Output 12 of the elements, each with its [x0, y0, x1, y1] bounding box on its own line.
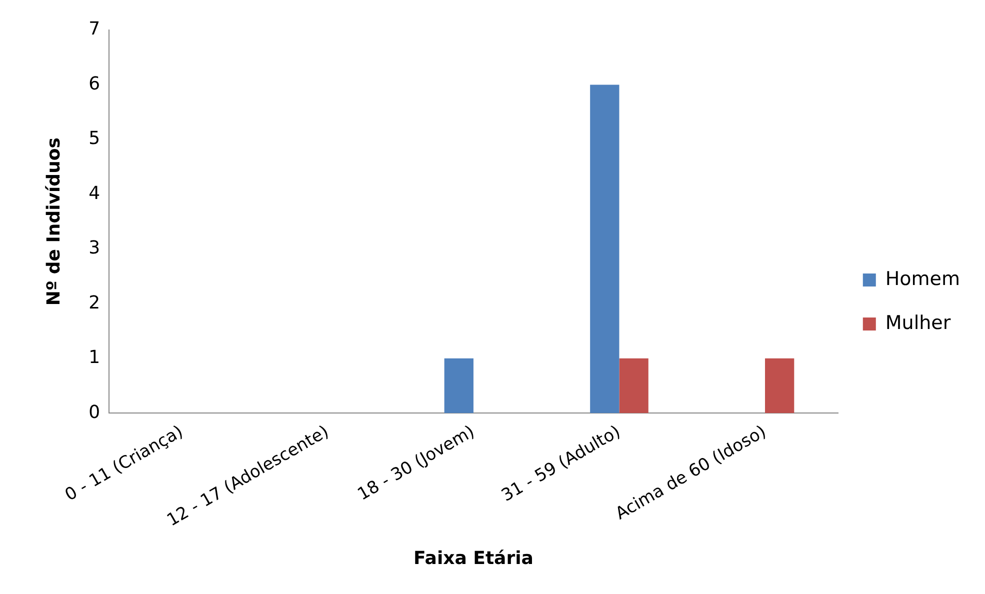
y-tick-label: 6 [88, 73, 100, 94]
y-axis-title: Nº de Indivíduos [43, 138, 64, 306]
legend-label: Homem [885, 268, 960, 290]
y-tick-label: 7 [88, 18, 100, 40]
y-tick-label: 0 [88, 402, 100, 423]
y-tick-label: 1 [88, 347, 100, 368]
legend-label: Mulher [885, 312, 951, 334]
y-tick-label: 4 [88, 182, 100, 204]
x-axis-title: Faixa Etária [414, 548, 534, 569]
y-tick-label: 3 [88, 238, 100, 259]
y-tick-label: 5 [88, 128, 100, 150]
y-tick-label: 2 [88, 292, 100, 314]
